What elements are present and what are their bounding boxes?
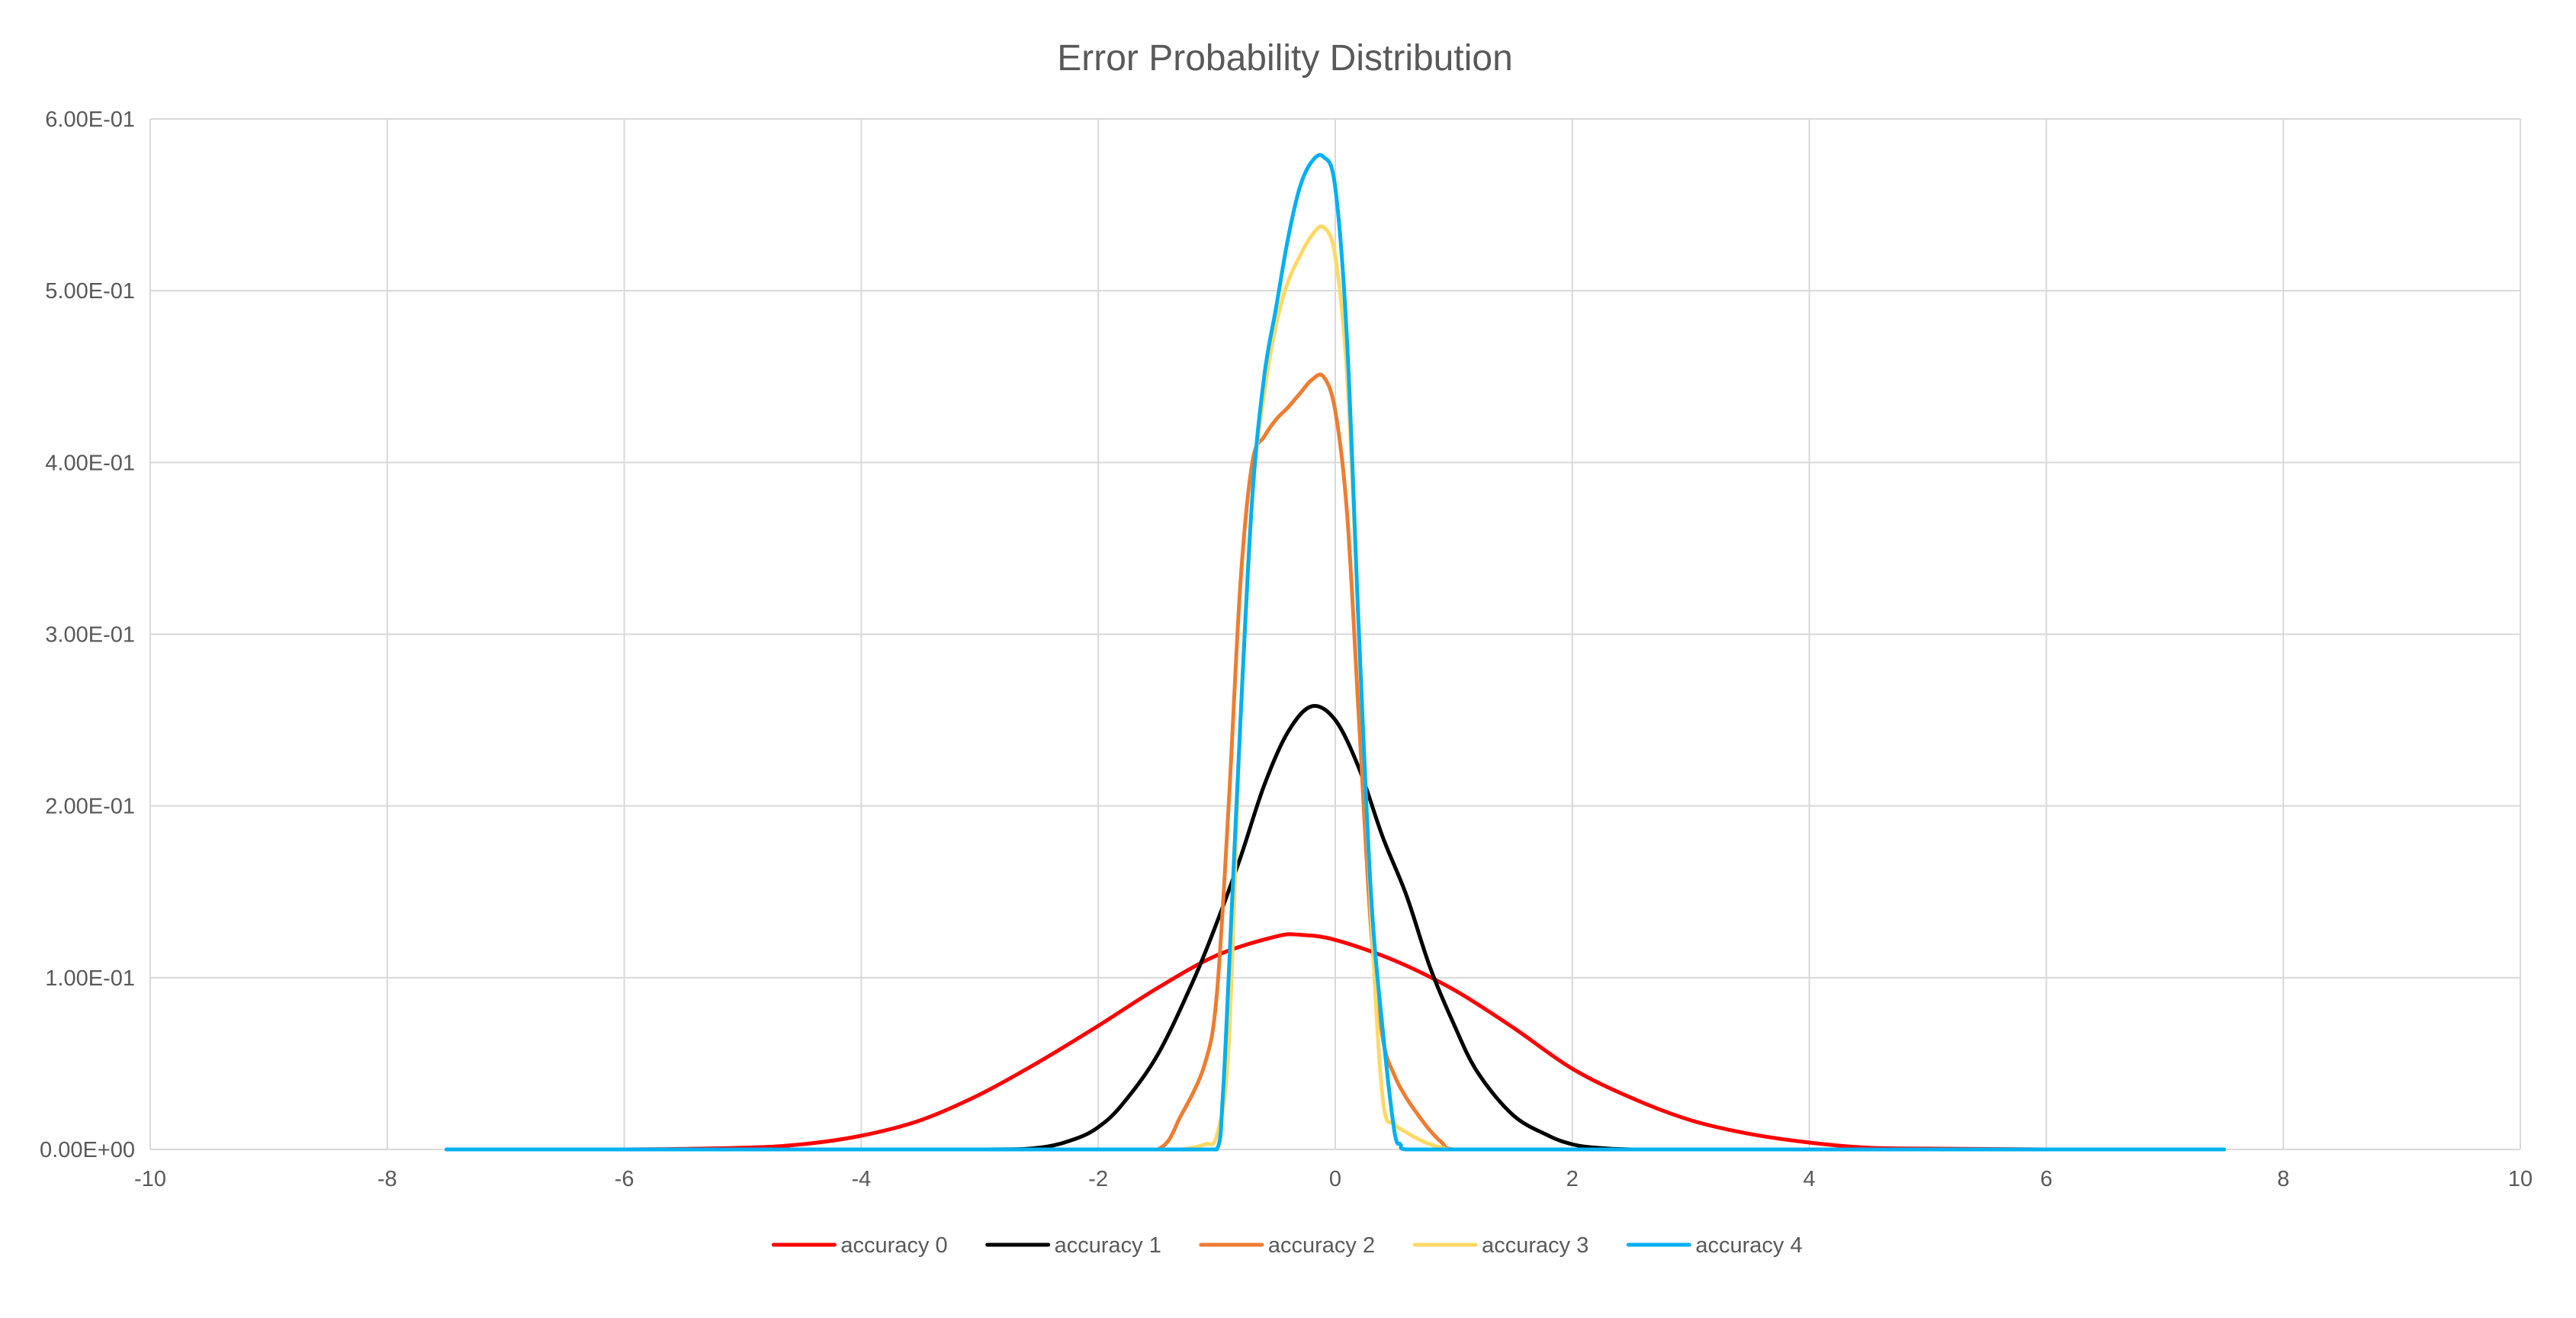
x-tick-label: -4 [852,1167,872,1191]
y-tick-label: 3.00E-01 [45,623,135,648]
legend-item-accuracy-3: accuracy 3 [1412,1233,1588,1258]
series-line-accuracy-2 [445,372,2226,1152]
legend-label: accuracy 0 [840,1233,947,1258]
x-tick-label: -8 [377,1167,397,1191]
series-line-accuracy-0 [445,932,2226,1152]
y-tick-label: 2.00E-01 [45,795,135,819]
legend-item-accuracy-1: accuracy 1 [985,1233,1161,1258]
y-tick-label: 6.00E-01 [45,108,135,132]
y-tick-label: 0.00E+00 [40,1138,135,1162]
legend-item-accuracy-2: accuracy 2 [1199,1233,1375,1258]
y-tick-label: 4.00E-01 [45,451,135,475]
axis-layer: -10 -8 -6 -4 -2 0 2 4 6 8 10 0.00E+00 1.00E-01 2.00E-… [40,108,2533,1191]
legend-label: accuracy 2 [1268,1233,1375,1258]
series-layer [445,153,2226,1152]
x-tick-label: -6 [615,1167,634,1191]
x-tick-label: 4 [1804,1167,1816,1191]
legend-label: accuracy 3 [1482,1233,1588,1258]
x-tick-label: 2 [1566,1167,1579,1191]
x-tick-label: 10 [2508,1167,2533,1191]
x-tick-label: -2 [1088,1167,1108,1191]
legend-label: accuracy 1 [1055,1233,1161,1258]
series-line-accuracy-4 [445,153,2226,1152]
series-line-accuracy-3 [445,224,2226,1152]
legend-label: accuracy 4 [1695,1233,1802,1258]
x-tick-label: 6 [2040,1167,2052,1191]
legend-item-accuracy-0: accuracy 0 [771,1233,948,1258]
x-tick-label: 8 [2277,1167,2289,1191]
x-tick-label: -10 [134,1167,166,1191]
legend-item-accuracy-4: accuracy 4 [1626,1233,1803,1258]
x-tick-label: 0 [1329,1167,1341,1191]
y-tick-label: 5.00E-01 [45,279,135,304]
chart-title: Error Probability Distribution [1057,38,1513,79]
legend: accuracy 0 accuracy 1 accuracy 2 accuracy 3… [771,1233,1803,1258]
y-tick-label: 1.00E-01 [45,966,135,991]
